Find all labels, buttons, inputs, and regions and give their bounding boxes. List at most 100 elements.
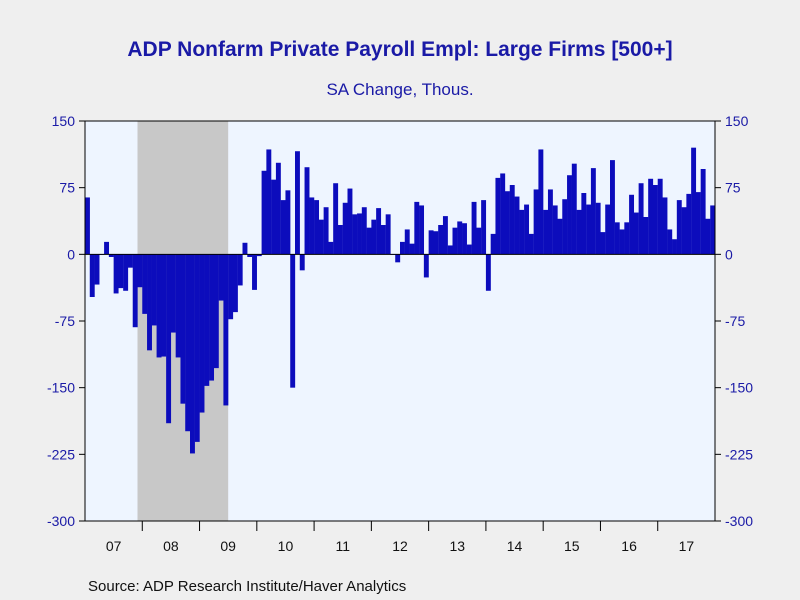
- bar: [275, 162, 281, 255]
- bar: [400, 241, 405, 255]
- bar: [695, 192, 701, 255]
- x-tick-label: 07: [106, 538, 122, 554]
- bar: [161, 254, 167, 357]
- bar: [452, 227, 458, 255]
- bar: [299, 254, 305, 271]
- y-tick-label-right: 75: [725, 180, 741, 196]
- bar: [633, 212, 639, 255]
- bar: [85, 197, 90, 255]
- bar: [280, 200, 286, 255]
- bar: [485, 254, 491, 291]
- bar: [385, 214, 391, 255]
- bar: [481, 200, 487, 255]
- bar: [380, 225, 386, 255]
- bar: [404, 229, 410, 255]
- bar: [323, 207, 329, 255]
- y-tick-label-right: -225: [725, 446, 753, 462]
- bar: [318, 219, 324, 255]
- bar: [538, 149, 544, 255]
- bar: [285, 190, 291, 255]
- bar: [247, 254, 253, 257]
- bar: [156, 254, 162, 358]
- bar: [514, 196, 520, 255]
- bar: [571, 163, 577, 255]
- bar: [524, 204, 530, 255]
- bar: [333, 183, 339, 255]
- bar: [352, 214, 358, 255]
- bar: [342, 202, 348, 255]
- bar: [137, 254, 143, 288]
- x-tick-label: 13: [449, 538, 465, 554]
- bar: [357, 213, 362, 255]
- y-tick-label-right: -150: [725, 380, 753, 396]
- bar: [691, 147, 697, 255]
- bar: [419, 205, 425, 255]
- bar: [466, 244, 472, 255]
- bar: [199, 254, 205, 413]
- bar: [624, 222, 630, 255]
- y-tick-label-left: -150: [47, 380, 75, 396]
- bar: [108, 254, 114, 257]
- bar: [228, 254, 234, 320]
- bar: [271, 179, 277, 255]
- bar: [213, 254, 219, 369]
- bar: [314, 200, 320, 255]
- bar: [376, 208, 382, 255]
- bar: [223, 254, 229, 406]
- bar: [662, 197, 668, 255]
- bar: [209, 254, 215, 381]
- bar: [505, 191, 510, 255]
- bar: [648, 178, 654, 255]
- bar: [309, 197, 315, 255]
- chart-subtitle: SA Change, Thous.: [326, 80, 474, 99]
- bar: [295, 151, 300, 255]
- bar: [605, 204, 611, 255]
- bar: [576, 209, 582, 255]
- bar: [290, 254, 296, 388]
- bar: [600, 232, 606, 255]
- y-axis-right: 150 75 0 -75 -150 -225 -300: [715, 113, 753, 529]
- bar: [347, 188, 353, 255]
- bar: [113, 254, 119, 294]
- bar: [242, 242, 248, 255]
- bar: [232, 254, 238, 313]
- bar: [638, 183, 644, 255]
- bar: [204, 254, 210, 386]
- bar: [423, 254, 429, 278]
- y-tick-label-right: -75: [725, 313, 745, 329]
- bar: [261, 170, 267, 255]
- x-tick-label: 11: [335, 538, 350, 554]
- bar: [614, 222, 620, 255]
- bar: [266, 149, 272, 255]
- bar: [590, 168, 596, 255]
- bar: [395, 254, 401, 263]
- bar: [547, 189, 553, 255]
- bar: [118, 254, 124, 289]
- bar: [610, 160, 615, 255]
- y-tick-label-left: -75: [55, 313, 75, 329]
- bar: [533, 189, 539, 255]
- bar: [562, 199, 568, 255]
- bar: [166, 254, 172, 424]
- x-tick-label: 09: [220, 538, 236, 554]
- bar: [667, 229, 673, 255]
- bar: [490, 233, 496, 255]
- bar: [132, 254, 138, 328]
- bar: [147, 254, 152, 351]
- bar: [304, 167, 310, 255]
- bar: [218, 254, 224, 301]
- bar: [519, 209, 525, 255]
- bar: [686, 193, 692, 255]
- chart-title: ADP Nonfarm Private Payroll Empl: Large …: [127, 38, 673, 61]
- bar: [438, 225, 444, 255]
- bar: [462, 223, 467, 255]
- bar: [104, 241, 110, 255]
- bar: [557, 218, 563, 255]
- bars: [85, 147, 716, 454]
- bar: [629, 194, 635, 255]
- x-tick-label: 10: [278, 538, 294, 554]
- bar: [581, 193, 587, 255]
- bar: [457, 221, 463, 255]
